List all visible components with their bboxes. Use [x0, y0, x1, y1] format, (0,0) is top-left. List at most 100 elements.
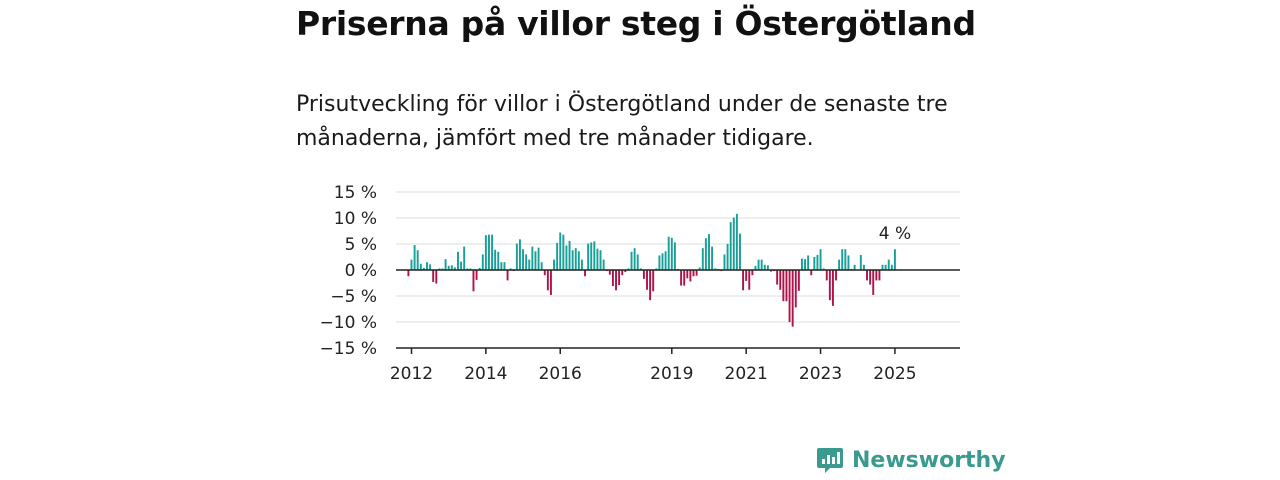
bar [419, 263, 422, 270]
bar [450, 265, 453, 270]
bar [519, 239, 521, 270]
bar [426, 262, 428, 270]
bar [862, 264, 865, 270]
bar [475, 270, 478, 280]
bar [500, 262, 503, 270]
bar [819, 249, 822, 270]
bar [580, 259, 583, 270]
bars [407, 213, 896, 327]
bar [872, 270, 875, 295]
bar [568, 240, 571, 270]
bar [788, 270, 791, 322]
bar [646, 270, 648, 290]
bar [754, 265, 757, 270]
bar [447, 265, 450, 270]
bar [615, 270, 617, 291]
bar [748, 270, 751, 290]
bar [776, 270, 779, 285]
bar [639, 268, 642, 270]
bar [828, 270, 831, 301]
bar [435, 270, 438, 284]
x-tick-label: 2016 [539, 364, 582, 384]
y-tick-label: 15 % [334, 183, 377, 203]
newsworthy-logo-icon [817, 448, 843, 473]
bar [847, 255, 850, 270]
bar [416, 250, 419, 270]
bar [522, 249, 525, 270]
bar [841, 249, 844, 270]
bar [881, 264, 884, 270]
bar [429, 264, 432, 270]
chart-subtitle: Prisutveckling för villor i Östergötland… [296, 92, 948, 151]
bar [618, 270, 621, 286]
bar [822, 268, 825, 270]
bar [816, 254, 819, 270]
bar [587, 243, 590, 270]
bar [599, 250, 602, 270]
bar [835, 270, 837, 281]
bar [785, 270, 788, 302]
bar [667, 236, 670, 270]
brand-logo: Newsworthy [816, 446, 1006, 474]
bar [528, 259, 531, 270]
bar [683, 270, 686, 286]
bar [432, 270, 435, 282]
bar [810, 270, 813, 276]
y-tick-label: 10 % [334, 209, 377, 229]
bar [571, 250, 574, 270]
bar [866, 270, 868, 281]
bar [779, 270, 782, 290]
bar [763, 264, 766, 270]
bar [745, 270, 748, 281]
bar [831, 270, 834, 306]
bar [875, 270, 878, 281]
bar [757, 259, 760, 270]
bar [742, 270, 745, 291]
bar [652, 270, 655, 292]
bar [708, 234, 710, 270]
bar [593, 241, 596, 270]
bar [481, 254, 484, 270]
bar [735, 213, 738, 270]
bar [729, 222, 732, 270]
bar [890, 264, 893, 270]
bar [565, 245, 568, 270]
bar [680, 270, 683, 286]
bar [658, 255, 661, 270]
x-tick-label: 2014 [464, 364, 507, 384]
bar [509, 268, 512, 270]
bar [546, 270, 549, 291]
bar [543, 270, 546, 276]
bar [825, 270, 828, 281]
y-tick-label: −15 % [320, 339, 377, 359]
x-tick-label: 2021 [725, 364, 768, 384]
bar [794, 270, 797, 308]
bar [714, 268, 717, 270]
bar [698, 267, 701, 270]
bar [711, 246, 714, 270]
bar [549, 270, 552, 295]
bar [494, 249, 497, 270]
bar-chart: 15 %10 %5 %0 %−5 %−10 %−15 % 2012 2014 201… [320, 183, 960, 384]
bar [813, 257, 816, 270]
bar [537, 247, 540, 270]
chart-title: Priserna på villor steg i Östergötland [296, 4, 976, 43]
bar [410, 259, 413, 270]
bar [726, 244, 729, 270]
bar [732, 217, 735, 270]
bar [869, 270, 872, 285]
last-value-annotation: 4 % [879, 224, 911, 244]
bar [562, 234, 565, 270]
bar [701, 248, 704, 270]
bar [642, 270, 645, 279]
bar [441, 268, 444, 270]
bar [692, 270, 695, 277]
bar [884, 264, 887, 270]
bar [590, 242, 593, 270]
bar [577, 251, 580, 270]
bar [506, 270, 509, 281]
x-tick-label: 2012 [390, 364, 433, 384]
bar [608, 270, 611, 275]
bar [453, 267, 456, 270]
bar [655, 268, 658, 270]
